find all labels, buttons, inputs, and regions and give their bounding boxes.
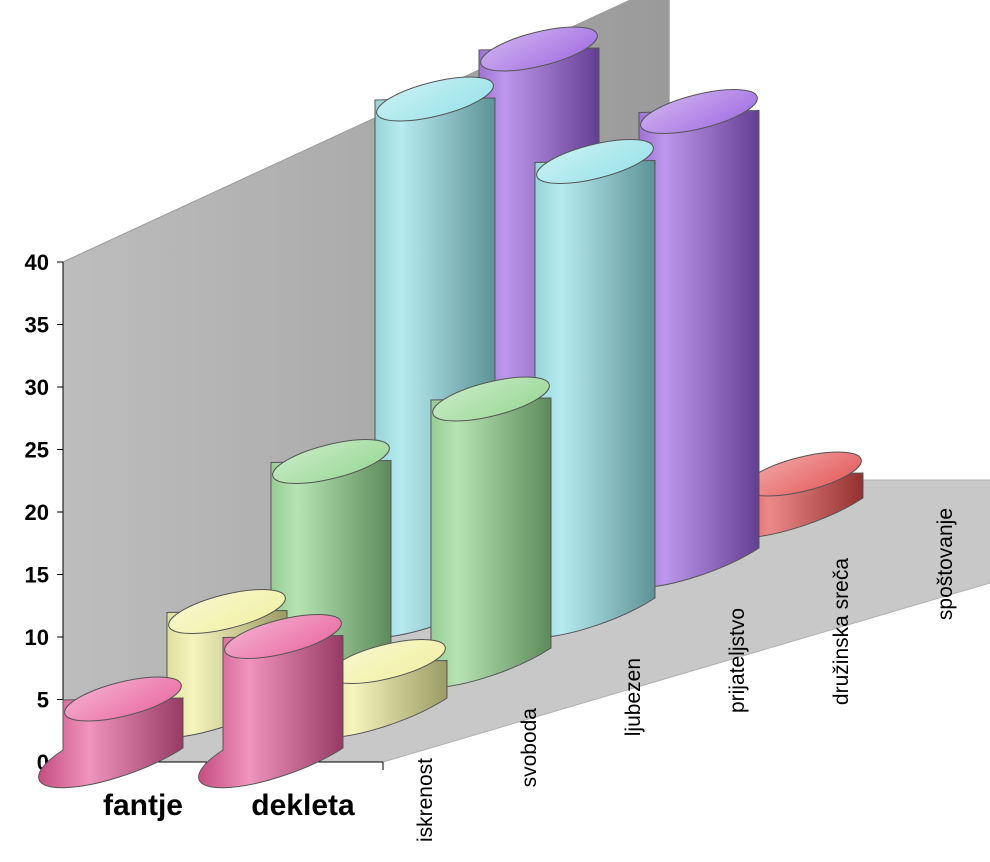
bar-iskrenost-fantje	[38, 676, 184, 789]
bar-top	[224, 614, 342, 659]
depth-series-label: iskrenost	[414, 758, 437, 842]
y-tick-label: 10	[25, 625, 49, 650]
bar-iskrenost-dekleta	[198, 614, 344, 789]
bar-top	[432, 376, 550, 422]
x-category-label: fantje	[103, 789, 183, 822]
bar-body	[198, 634, 344, 789]
y-tick-label: 20	[25, 500, 49, 525]
chart-bars	[38, 26, 864, 789]
bar-top	[640, 89, 758, 134]
bar-top	[64, 676, 182, 722]
bar-top	[536, 139, 654, 184]
depth-series-label: ljubezen	[622, 658, 645, 736]
bar-body	[38, 697, 184, 789]
bar-top	[272, 439, 390, 484]
bar-top	[376, 76, 494, 122]
chart-labels: fantje dekleta iskrenost svoboda ljubezen pri…	[103, 508, 957, 842]
y-tick-label: 25	[25, 438, 49, 463]
bar-top	[480, 26, 598, 72]
bar-top	[168, 589, 286, 634]
y-tick-label: 40	[25, 250, 49, 275]
depth-series-label: svoboda	[518, 708, 541, 788]
y-tick-label: 5	[37, 688, 49, 713]
y-tick-label: 30	[25, 375, 49, 400]
depth-series-label: prijateljstvo	[726, 608, 749, 713]
y-tick-label: 15	[25, 563, 49, 588]
y-tick-label: 35	[25, 313, 49, 338]
depth-series-label: družinska sreča	[830, 558, 853, 705]
x-category-label: dekleta	[251, 789, 355, 822]
depth-series-label: spoštovanje	[934, 508, 957, 620]
